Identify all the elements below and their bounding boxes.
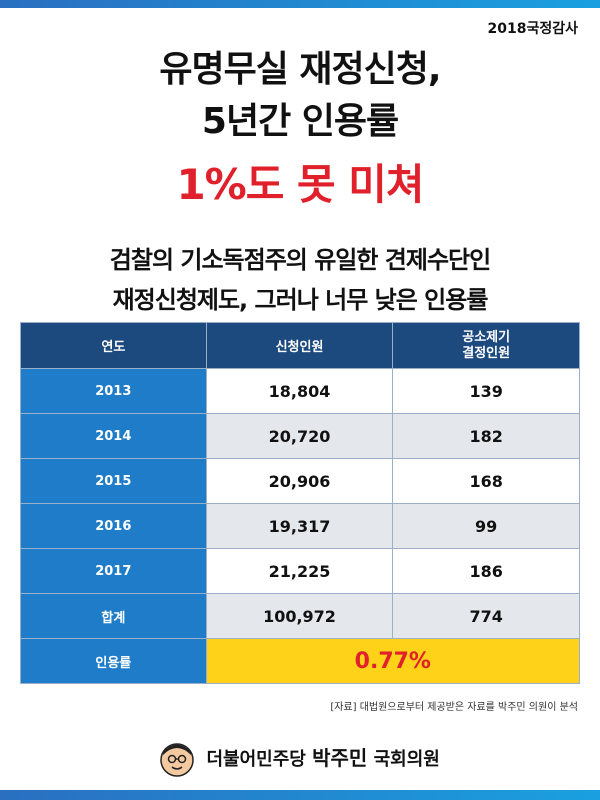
applicants-cell: 20,906 xyxy=(205,458,394,504)
footer-signature: 더불어민주당 박주민 국회의원 xyxy=(0,742,600,777)
subtitle-line-1: 검찰의 기소독점주의 유일한 견제수단인 xyxy=(109,246,491,274)
table-row: 2015 20,906 168 xyxy=(20,458,580,504)
politician-avatar-icon xyxy=(160,743,194,777)
header-prosecution: 공소제기 결정인원 xyxy=(392,322,580,369)
decided-cell: 99 xyxy=(392,503,580,549)
total-label: 합계 xyxy=(20,593,207,639)
rate-label: 인용률 xyxy=(20,638,207,684)
year-cell: 2014 xyxy=(20,413,207,459)
year-cell: 2017 xyxy=(20,548,207,594)
rate-value: 0.77% xyxy=(205,638,581,684)
decided-cell: 139 xyxy=(392,368,580,414)
headline-highlight: 1%도 못 미쳐 xyxy=(176,160,424,209)
applicants-cell: 20,720 xyxy=(205,413,394,459)
audit-tag: 2018국정감사 xyxy=(487,21,579,37)
decided-cell: 182 xyxy=(392,413,580,459)
header-prosecution-line-1: 공소제기 xyxy=(462,329,511,345)
header-applicants: 신청인원 xyxy=(205,322,394,369)
year-cell: 2016 xyxy=(20,503,207,549)
header-year: 연도 xyxy=(20,322,207,369)
table-row: 2014 20,720 182 xyxy=(20,413,580,459)
rate-row: 인용률 0.77% xyxy=(20,638,581,684)
applicants-cell: 19,317 xyxy=(205,503,394,549)
data-table: 연도 신청인원 공소제기 결정인원 2013 18,804 139 2014 2… xyxy=(20,322,581,684)
headline-line-2: 5년간 인용률 xyxy=(201,101,399,142)
table-row: 2016 19,317 99 xyxy=(20,503,580,549)
table-header-row: 연도 신청인원 공소제기 결정인원 xyxy=(20,322,580,369)
decided-cell: 168 xyxy=(392,458,580,504)
subtitle-line-2: 재정신청제도, 그러나 너무 낮은 인용률 xyxy=(112,286,489,314)
year-cell: 2013 xyxy=(20,368,207,414)
total-decided: 774 xyxy=(392,593,580,639)
top-accent-bar xyxy=(0,0,600,8)
year-cell: 2015 xyxy=(20,458,207,504)
footer-member: 박주민 xyxy=(312,746,368,770)
footer-title: 국회의원 xyxy=(373,749,440,770)
total-applicants: 100,972 xyxy=(205,593,394,639)
source-note: [자료] 대법원으로부터 제공받은 자료를 박주민 의원이 분석 xyxy=(330,702,578,713)
applicants-cell: 21,225 xyxy=(205,548,394,594)
table-row: 2013 18,804 139 xyxy=(20,368,580,414)
headline-line-1: 유명무실 재정신청, xyxy=(159,49,441,90)
total-row: 합계 100,972 774 xyxy=(20,593,580,639)
decided-cell: 186 xyxy=(392,548,580,594)
table-row: 2017 21,225 186 xyxy=(20,548,580,594)
bottom-accent-bar xyxy=(0,790,600,800)
header-prosecution-line-2: 결정인원 xyxy=(462,345,511,361)
footer-party: 더불어민주당 xyxy=(206,749,306,770)
applicants-cell: 18,804 xyxy=(205,368,394,414)
